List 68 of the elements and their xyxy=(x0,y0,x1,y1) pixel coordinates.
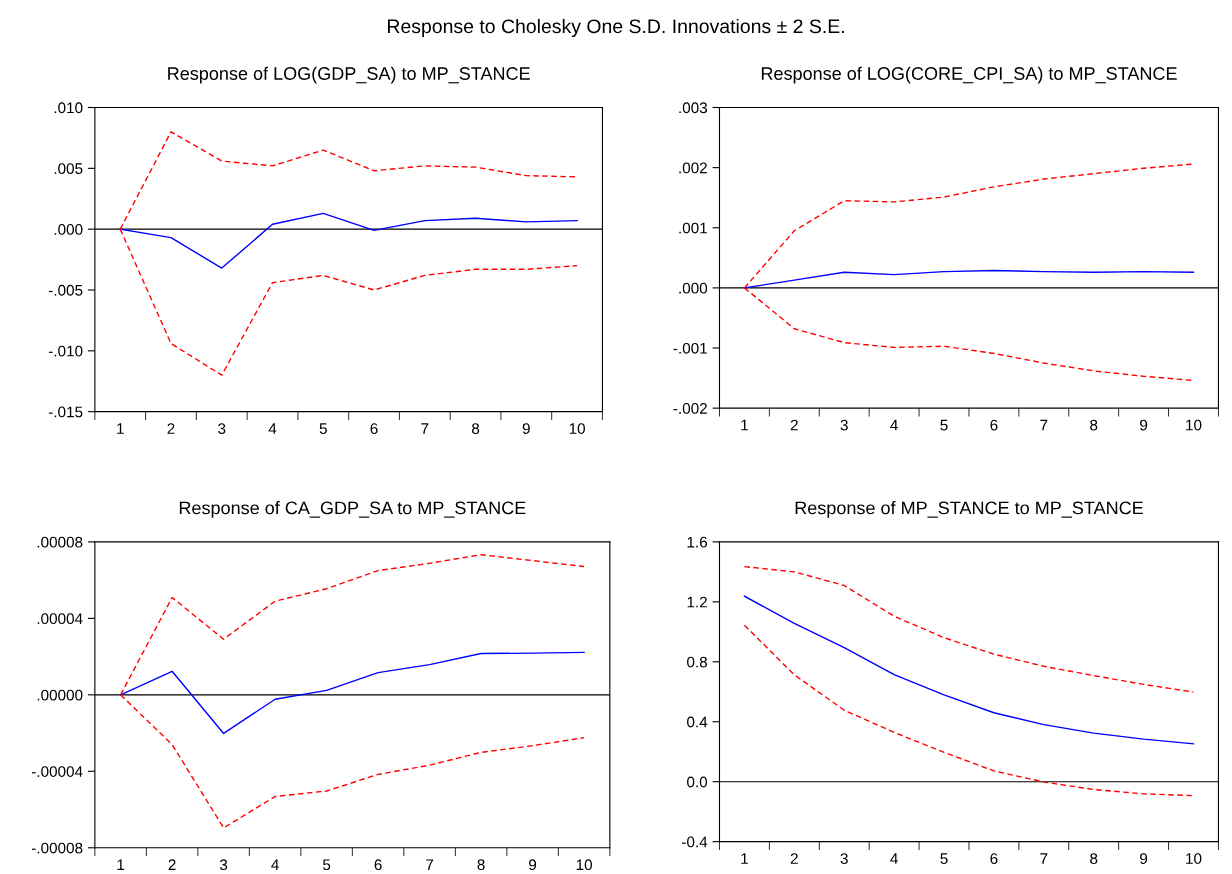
y-tick-label: .000 xyxy=(679,282,708,294)
text: Response to Cholesky One S.D. Innovations ± 2 S.E. xyxy=(388,18,844,38)
x-tick-label: 1 xyxy=(741,853,748,864)
x-tick-label: 5 xyxy=(940,853,948,864)
y-tick-label: .003 xyxy=(679,102,708,114)
x-tick-label: 10 xyxy=(569,423,585,434)
y-tick-label: 0.0 xyxy=(687,776,708,788)
y-tick-label: .000 xyxy=(54,224,83,235)
y-tick-label: -.00008 xyxy=(31,842,83,854)
x-tick-label: 2 xyxy=(790,419,798,431)
y-tick-label: 1.2 xyxy=(687,596,707,608)
x-tick-label: 5 xyxy=(940,419,948,431)
y-tick-label: .010 xyxy=(54,102,83,114)
x-tick-label: 6 xyxy=(990,853,998,864)
x-tick-label: 10 xyxy=(576,859,592,871)
y-tick-label: .001 xyxy=(679,222,707,234)
y-tick-label: .00004 xyxy=(37,613,83,625)
x-tick-label: 2 xyxy=(790,853,798,864)
x-tick-label: 3 xyxy=(218,423,226,434)
x-tick-label: 7 xyxy=(1040,853,1048,864)
x-tick-label: 9 xyxy=(1140,853,1148,864)
x-tick-label: 8 xyxy=(1090,853,1098,864)
x-tick-label: 6 xyxy=(370,423,378,434)
y-tick-label: -.010 xyxy=(48,345,83,357)
x-tick-label: 7 xyxy=(421,423,429,434)
x-tick-label: 7 xyxy=(426,859,434,870)
x-tick-label: 6 xyxy=(374,859,382,871)
x-tick-label: 3 xyxy=(219,859,228,871)
x-tick-label: 7 xyxy=(1040,419,1048,431)
x-tick-label: 9 xyxy=(529,859,537,871)
x-tick-label: 1 xyxy=(741,419,748,431)
y-tick-label: .00008 xyxy=(37,536,83,548)
x-tick-label: 10 xyxy=(1186,853,1202,864)
x-tick-label: 2 xyxy=(167,423,175,434)
chart-title: Response of MP_STANCE to MP_STANCE xyxy=(795,501,1143,518)
y-tick-label: -.015 xyxy=(48,406,83,418)
y-tick-label: .00000 xyxy=(37,689,83,701)
y-tick-label: 0.8 xyxy=(687,656,708,668)
x-tick-label: 6 xyxy=(990,419,998,431)
x-tick-label: 8 xyxy=(1090,419,1098,431)
y-tick-label: .005 xyxy=(54,163,83,175)
y-tick-label: -.00004 xyxy=(31,766,83,777)
y-tick-label: 0.4 xyxy=(687,716,708,728)
y-tick-label: 1.6 xyxy=(687,536,708,548)
x-tick-label: 10 xyxy=(1186,419,1202,431)
x-tick-label: 5 xyxy=(319,423,327,434)
x-tick-label: 5 xyxy=(322,859,331,871)
x-tick-label: 1 xyxy=(117,423,124,434)
x-tick-label: 4 xyxy=(890,419,898,431)
y-tick-label: -.001 xyxy=(673,342,707,354)
y-tick-label: -.005 xyxy=(48,284,83,296)
chart-title: Response of LOG(CORE_CPI_SA) to MP_STANCE xyxy=(761,66,1177,84)
chart-title: Response of CA_GDP_SA to MP_STANCE xyxy=(179,501,526,518)
y-tick-label: -.002 xyxy=(673,403,707,414)
chart-title: Response of LOG(GDP_SA) to MP_STANCE xyxy=(168,66,530,84)
x-tick-label: 2 xyxy=(168,859,176,870)
x-tick-label: 4 xyxy=(271,859,279,870)
x-tick-label: 9 xyxy=(1140,419,1148,431)
x-tick-label: 4 xyxy=(890,853,898,864)
x-tick-label: 8 xyxy=(477,859,485,871)
y-tick-label: -0.4 xyxy=(682,836,708,848)
x-tick-label: 9 xyxy=(522,423,530,434)
x-tick-label: 1 xyxy=(117,859,125,870)
y-tick-label: .002 xyxy=(679,162,707,174)
x-tick-label: 4 xyxy=(268,423,277,434)
x-tick-label: 3 xyxy=(840,419,848,431)
x-tick-label: 8 xyxy=(471,423,480,434)
x-tick-label: 3 xyxy=(840,853,848,864)
